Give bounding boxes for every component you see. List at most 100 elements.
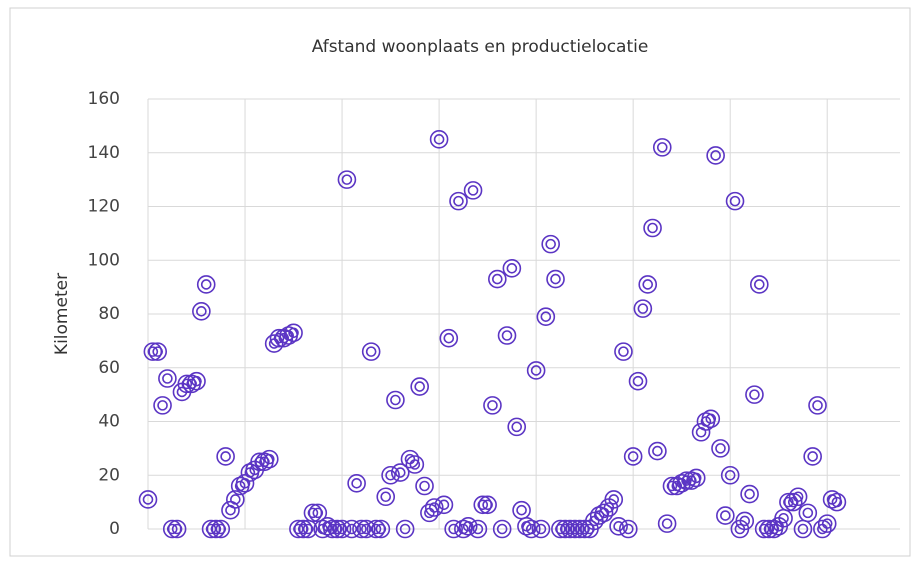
point: [779, 492, 798, 512]
point-inner: [419, 480, 430, 492]
point-outer: [531, 519, 551, 539]
y-tick-label: 0: [109, 519, 120, 539]
point: [619, 519, 638, 539]
point: [158, 369, 177, 388]
point-outer: [478, 495, 497, 515]
point-outer: [492, 519, 512, 539]
point-outer: [740, 484, 759, 504]
point: [614, 342, 633, 361]
point: [536, 307, 556, 326]
point-outer: [196, 275, 216, 294]
point-outer: [352, 519, 371, 539]
point: [759, 519, 779, 539]
point-inner: [409, 459, 421, 470]
point-outer: [424, 498, 444, 517]
point-outer: [546, 269, 565, 289]
point-inner: [637, 303, 649, 314]
point-inner: [715, 443, 726, 454]
point: [468, 519, 488, 539]
point-inner: [530, 365, 542, 376]
point-outer: [201, 519, 221, 539]
point: [638, 275, 658, 294]
point-outer: [652, 138, 672, 157]
point-inner: [210, 523, 222, 535]
point: [226, 490, 245, 509]
point-inner: [652, 445, 663, 457]
point-inner: [812, 400, 823, 411]
point-inner: [230, 494, 241, 505]
point-inner: [302, 523, 314, 535]
point-inner: [472, 523, 484, 535]
point-outer: [614, 342, 633, 361]
point: [429, 130, 449, 149]
point-outer: [686, 468, 706, 488]
point-outer: [206, 519, 226, 539]
point-outer: [750, 275, 769, 294]
point: [720, 465, 740, 485]
point: [463, 181, 483, 200]
point: [410, 377, 429, 396]
point: [327, 519, 347, 539]
point-outer: [332, 519, 352, 539]
point-inner: [763, 523, 775, 535]
point-outer: [400, 449, 420, 469]
point-inner: [487, 400, 498, 411]
point-outer: [638, 275, 658, 294]
point: [361, 342, 381, 361]
point-outer: [619, 519, 638, 539]
point: [507, 417, 527, 437]
point: [458, 517, 478, 536]
point: [337, 170, 357, 189]
point-outer: [521, 519, 541, 539]
point: [628, 371, 648, 391]
point-inner: [467, 185, 479, 196]
point-inner: [501, 330, 513, 341]
point-inner: [618, 346, 629, 357]
point: [478, 495, 497, 515]
point: [677, 471, 696, 490]
point-outer: [177, 374, 197, 394]
point-outer: [551, 519, 570, 539]
point-outer: [211, 519, 231, 539]
point-inner: [433, 134, 445, 145]
point: [259, 449, 279, 469]
point-inner: [142, 494, 154, 505]
point-outer: [570, 519, 590, 539]
point: [701, 409, 721, 429]
point: [187, 371, 206, 391]
point-outer: [691, 422, 711, 442]
point-outer: [827, 492, 847, 512]
point-inner: [550, 273, 561, 285]
point-outer: [415, 476, 434, 496]
point-inner: [482, 499, 493, 511]
point-inner: [263, 453, 275, 465]
point-outer: [803, 447, 822, 466]
point-outer: [293, 519, 313, 539]
point-outer: [381, 465, 400, 485]
point-inner: [627, 451, 639, 462]
point-outer: [289, 519, 308, 539]
point-outer: [754, 519, 774, 539]
point-outer: [483, 396, 502, 415]
point-inner: [729, 195, 741, 207]
point-outer: [725, 191, 745, 211]
point-inner: [273, 332, 285, 344]
point-outer: [716, 506, 735, 525]
point-outer: [623, 447, 643, 466]
point-outer: [337, 170, 357, 189]
point-outer: [677, 471, 696, 490]
point: [250, 452, 269, 472]
point: [652, 138, 672, 157]
point-inner: [147, 346, 159, 357]
point-outer: [526, 361, 546, 380]
point: [386, 390, 405, 410]
point-outer: [361, 342, 381, 361]
point: [293, 519, 313, 539]
point-outer: [259, 449, 279, 469]
point-outer: [439, 328, 459, 348]
point: [162, 519, 182, 539]
point: [206, 519, 226, 539]
point-inner: [331, 523, 343, 535]
point: [211, 519, 231, 539]
